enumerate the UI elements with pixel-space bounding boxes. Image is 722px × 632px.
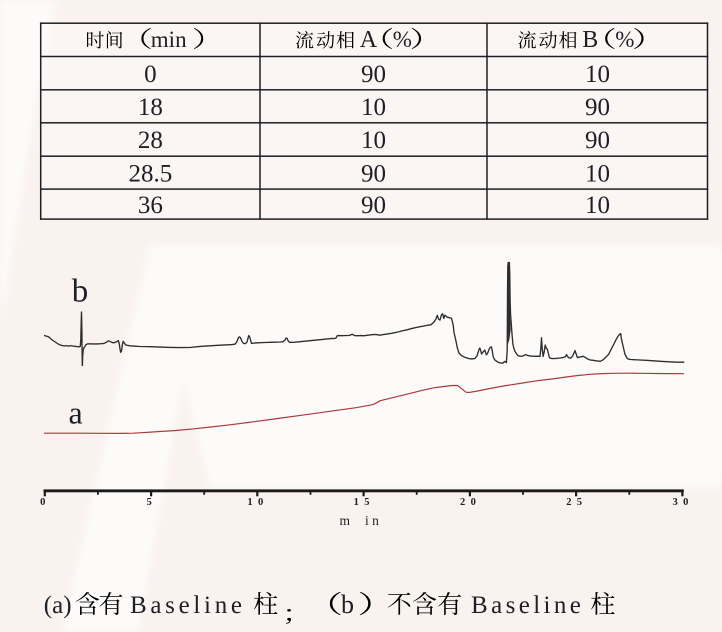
- svg-text:10: 10: [361, 127, 386, 154]
- svg-text:A: A: [360, 27, 378, 53]
- svg-text:0: 0: [683, 497, 688, 508]
- svg-text:0: 0: [258, 497, 263, 508]
- svg-text:90: 90: [585, 127, 610, 154]
- svg-text:0: 0: [40, 497, 45, 508]
- svg-text:10: 10: [585, 61, 610, 88]
- svg-text:28.5: 28.5: [129, 160, 173, 187]
- svg-text:2: 2: [566, 497, 571, 508]
- svg-text:90: 90: [585, 94, 610, 121]
- svg-text:min: min: [151, 27, 187, 52]
- svg-text:0: 0: [471, 497, 476, 508]
- svg-text:90: 90: [361, 160, 386, 187]
- svg-text:B: B: [582, 27, 598, 53]
- svg-text:10: 10: [361, 94, 386, 121]
- svg-text:%: %: [615, 27, 634, 52]
- svg-text:in: in: [365, 513, 382, 528]
- svg-text:Baseline: Baseline: [130, 592, 246, 619]
- svg-text:90: 90: [361, 61, 386, 88]
- svg-text:90: 90: [361, 192, 386, 219]
- svg-text:0: 0: [144, 61, 157, 88]
- svg-text:b: b: [341, 590, 354, 619]
- svg-text:1: 1: [247, 497, 252, 508]
- svg-text:5: 5: [146, 497, 151, 508]
- svg-text:a: a: [69, 395, 83, 431]
- svg-text:(a): (a): [44, 592, 72, 619]
- svg-text:2: 2: [460, 497, 465, 508]
- svg-text:3: 3: [672, 497, 677, 508]
- svg-text:28: 28: [138, 127, 163, 154]
- svg-text:Baseline: Baseline: [471, 592, 584, 619]
- svg-text:b: b: [72, 273, 89, 309]
- svg-text:10: 10: [585, 160, 610, 187]
- svg-text:18: 18: [138, 94, 163, 121]
- svg-text:5: 5: [364, 497, 369, 508]
- svg-text:m: m: [340, 513, 351, 528]
- svg-text:10: 10: [585, 192, 610, 219]
- svg-text:5: 5: [577, 497, 582, 508]
- svg-text:1: 1: [354, 497, 359, 508]
- svg-text:%: %: [393, 27, 412, 52]
- svg-text:36: 36: [138, 192, 163, 219]
